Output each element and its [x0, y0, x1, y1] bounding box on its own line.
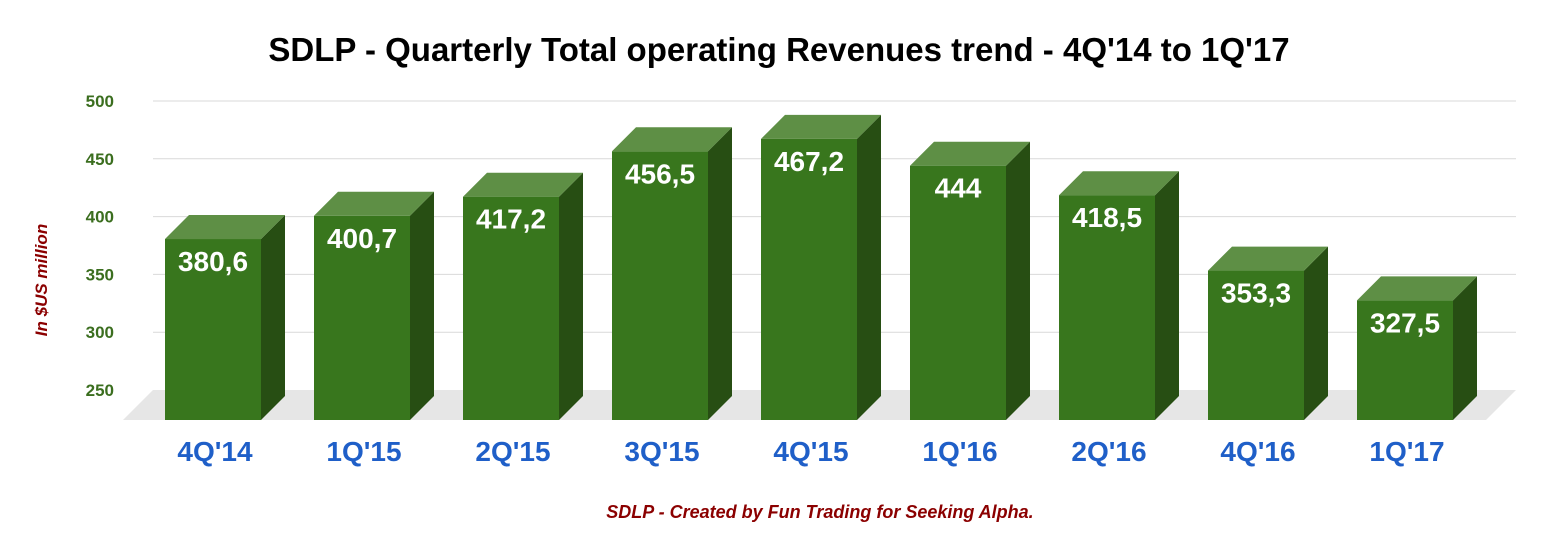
bar-top [1208, 246, 1328, 271]
bar-top [1059, 171, 1179, 196]
bar-front [1059, 195, 1155, 420]
x-tick-label: 2Q'16 [1071, 436, 1146, 467]
bar-side [410, 191, 434, 420]
bar-front [463, 196, 559, 420]
data-label: 456,5 [625, 158, 695, 189]
bar-front [612, 151, 708, 420]
data-label: 418,5 [1072, 202, 1142, 233]
bar: 444 [910, 141, 1030, 420]
data-label: 400,7 [327, 223, 397, 254]
data-label: 444 [935, 173, 982, 204]
bar: 353,3 [1208, 246, 1328, 420]
bar: 327,5 [1357, 276, 1477, 420]
bar-top [165, 215, 285, 240]
bar: 400,7 [314, 191, 434, 420]
y-tick-label: 500 [86, 92, 114, 111]
bar-front [1357, 300, 1453, 420]
data-label: 380,6 [178, 246, 248, 277]
bar: 417,2 [463, 172, 583, 420]
bar-side [857, 114, 881, 420]
bar: 418,5 [1059, 171, 1179, 420]
x-tick-label: 1Q'16 [922, 436, 997, 467]
bar-top [314, 191, 434, 216]
bar: 467,2 [761, 114, 881, 420]
bar-side [1155, 171, 1179, 420]
bar-side [1006, 141, 1030, 420]
y-tick-label: 250 [86, 381, 114, 400]
bar-front [910, 165, 1006, 420]
x-tick-label: 3Q'15 [624, 436, 699, 467]
bar-side [708, 127, 732, 420]
bar: 456,5 [612, 127, 732, 420]
x-tick-label: 1Q'15 [326, 436, 401, 467]
y-tick-label: 350 [86, 265, 114, 284]
x-tick-label: 2Q'15 [475, 436, 550, 467]
x-tick-label: 4Q'14 [177, 436, 253, 467]
y-tick-label: 450 [86, 150, 114, 169]
bar-front [1208, 270, 1304, 420]
bar-front [761, 138, 857, 420]
y-tick-label: 300 [86, 323, 114, 342]
bar: 380,6 [165, 215, 285, 420]
bar-side [1304, 246, 1328, 420]
data-label: 327,5 [1370, 307, 1440, 338]
data-label: 353,3 [1221, 278, 1291, 309]
bar-front [165, 239, 261, 420]
y-axis-label: In $US million [32, 224, 51, 336]
chart-title: SDLP - Quarterly Total operating Revenue… [268, 31, 1289, 68]
bar-front [314, 215, 410, 420]
chart-footer: SDLP - Created by Fun Trading for Seekin… [606, 502, 1033, 522]
x-tick-label: 4Q'15 [773, 436, 848, 467]
x-tick-label: 4Q'16 [1220, 436, 1295, 467]
data-label: 467,2 [774, 146, 844, 177]
bar-side [261, 215, 285, 420]
bar-top [612, 127, 732, 152]
x-tick-label: 1Q'17 [1369, 436, 1444, 467]
bar-side [1453, 276, 1477, 420]
bar-side [559, 172, 583, 420]
y-tick-label: 400 [86, 208, 114, 227]
bar-top [910, 141, 1030, 166]
bar-top [1357, 276, 1477, 301]
data-label: 417,2 [476, 204, 546, 235]
bar-top [761, 114, 881, 139]
bar-top [463, 172, 583, 197]
